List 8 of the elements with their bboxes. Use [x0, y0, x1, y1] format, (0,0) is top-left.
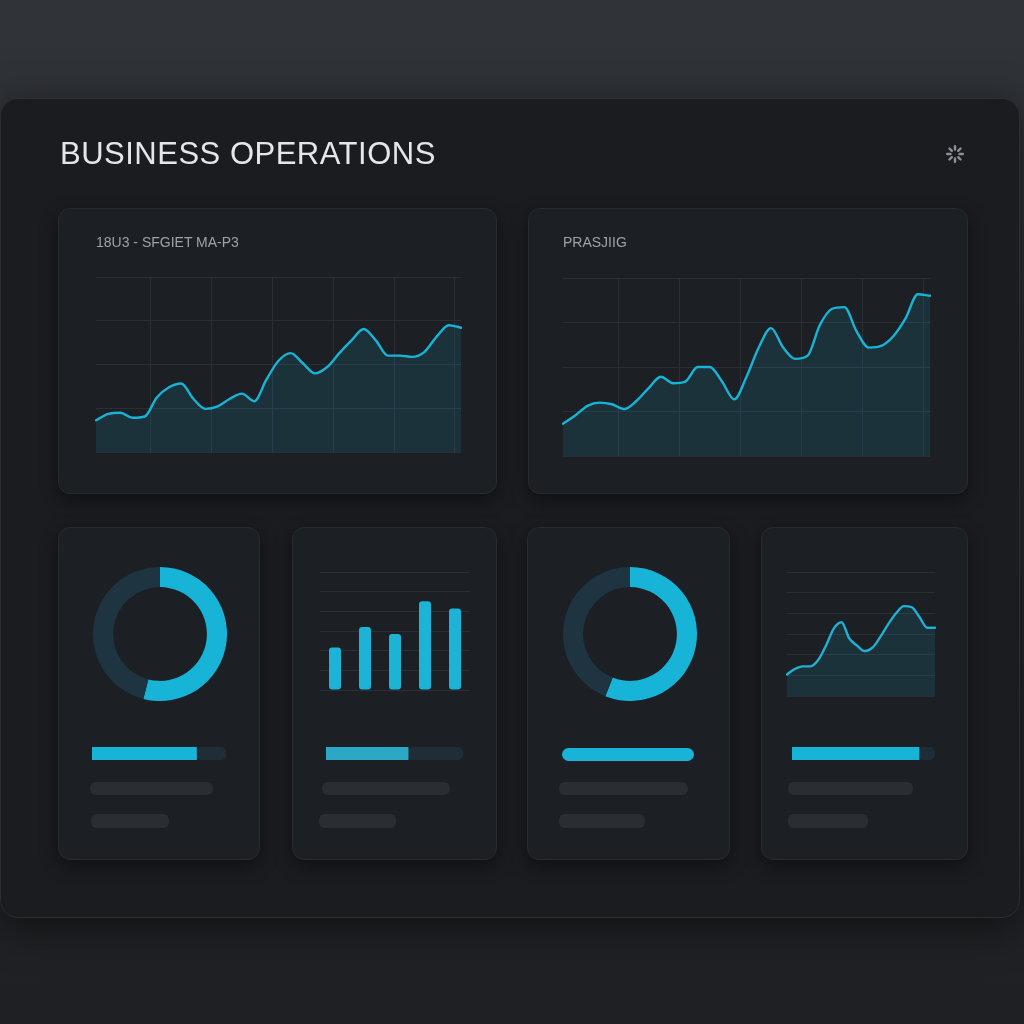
- bar: [329, 647, 341, 690]
- bar: [449, 608, 461, 690]
- chart-title: PRASJIIG: [563, 234, 627, 251]
- text: BUSINESS OPERATIONS: [60, 136, 436, 172]
- chart-title: 18U3 - SFGIET MA-P3: [96, 234, 240, 251]
- bar: [359, 627, 371, 690]
- bar: [389, 634, 401, 690]
- bar: [419, 601, 431, 690]
